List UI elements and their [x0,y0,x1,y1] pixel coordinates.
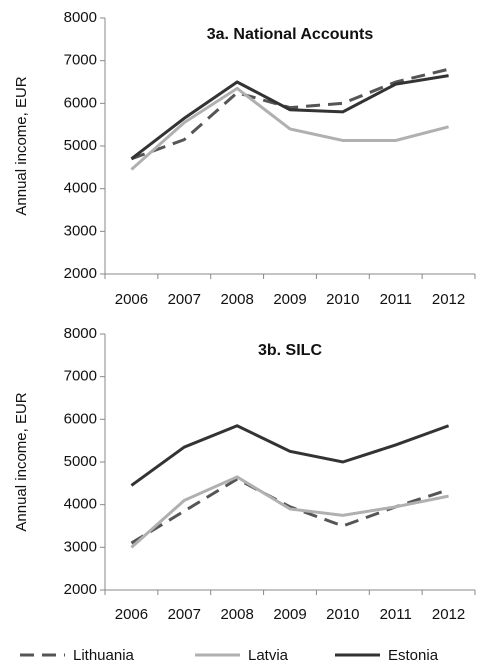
x-tick-label: 2012 [432,291,465,308]
y-tick-label: 5000 [64,453,97,470]
series-line [130,424,450,487]
x-tick-label: 2011 [380,606,412,623]
series-line [130,67,449,161]
x-tick-label: 2012 [432,606,465,623]
y-tick-label: 6000 [64,410,97,427]
x-tick-label: 2009 [273,291,306,308]
y-tick-label: 7000 [64,52,97,69]
series-line [130,477,450,545]
y-tick-label: 2000 [64,265,97,282]
y-tick-label: 6000 [64,94,97,111]
y-tick-label: 3000 [64,222,97,239]
x-tick-label: 2008 [220,606,253,623]
series-line [130,86,449,171]
y-tick-label: 5000 [64,137,97,154]
y-axis-label: Annual income, EUR [13,76,30,215]
x-tick-label: 2007 [168,291,201,308]
x-tick-label: 2010 [326,606,359,623]
x-tick-label: 2006 [115,606,148,623]
legend-label: Lithuania [73,647,135,664]
series-line [130,475,449,549]
x-tick-label: 2009 [273,606,306,623]
y-tick-label: 2000 [64,581,97,598]
x-tick-label: 2008 [220,291,253,308]
legend-label: Estonia [388,647,439,664]
y-tick-label: 3000 [64,538,97,555]
y-axis-label: Annual income, EUR [13,392,30,531]
y-tick-label: 7000 [64,368,97,385]
chart-title: 3a. National Accounts [207,26,374,43]
series-line [130,74,449,160]
y-tick-label: 4000 [64,496,97,513]
y-tick-label: 4000 [64,180,97,197]
chart-title: 3b. SILC [258,342,322,359]
x-tick-label: 2010 [326,291,359,308]
legend-label: Latvia [248,647,289,664]
x-tick-label: 2007 [168,606,201,623]
y-tick-label: 8000 [64,9,97,26]
x-tick-label: 2011 [380,291,412,308]
y-tick-label: 8000 [64,325,97,342]
x-tick-label: 2006 [115,291,148,308]
